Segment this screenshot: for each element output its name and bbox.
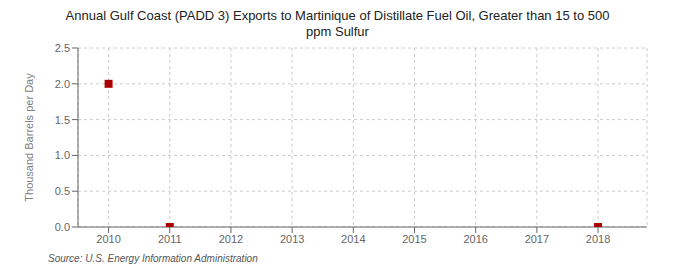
svg-text:2012: 2012 — [219, 233, 243, 245]
svg-text:1.0: 1.0 — [55, 149, 70, 161]
svg-text:0.0: 0.0 — [55, 221, 70, 233]
svg-text:2013: 2013 — [280, 233, 304, 245]
svg-text:2010: 2010 — [96, 233, 120, 245]
html-text:Annual Gulf Coast (PADD 3) Exp: Annual Gulf Coast (PADD 3) Exports to Ma… — [65, 8, 610, 23]
svg-text:2014: 2014 — [341, 233, 365, 245]
html-text:ppm Sulfur: ppm Sulfur — [306, 24, 369, 39]
svg-text:2016: 2016 — [463, 233, 487, 245]
svg-text:1.5: 1.5 — [55, 114, 70, 126]
svg-text:2018: 2018 — [586, 233, 610, 245]
html-text:Source: U.S. Energy Informatio: Source: U.S. Energy Information Administ… — [48, 253, 258, 264]
svg-text:2.5: 2.5 — [55, 42, 70, 54]
svg-text:2015: 2015 — [402, 233, 426, 245]
svg-text:2.0: 2.0 — [55, 78, 70, 90]
svg-text:Thousand Barrels per Day: Thousand Barrels per Day — [23, 73, 35, 202]
svg-text:2017: 2017 — [525, 233, 549, 245]
svg-text:2011: 2011 — [158, 233, 182, 245]
svg-text:0.5: 0.5 — [55, 185, 70, 197]
